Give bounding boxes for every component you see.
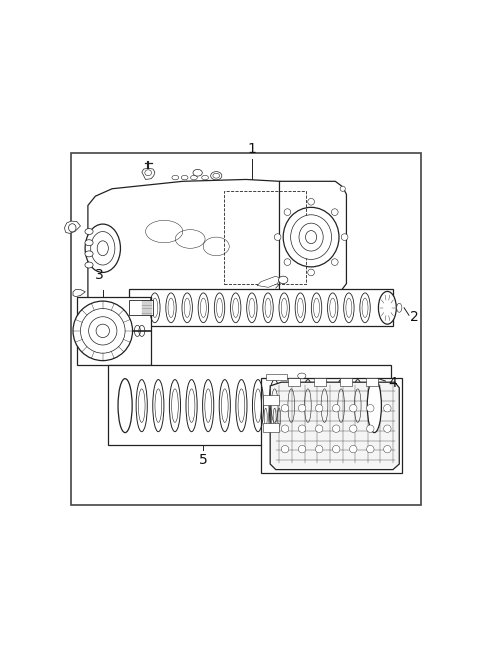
Circle shape <box>349 445 357 453</box>
Circle shape <box>333 425 340 432</box>
Circle shape <box>349 425 357 432</box>
Bar <box>340 378 352 386</box>
Polygon shape <box>88 179 313 300</box>
Bar <box>108 365 391 445</box>
Ellipse shape <box>145 170 152 176</box>
Ellipse shape <box>85 229 93 235</box>
Circle shape <box>81 309 125 353</box>
Circle shape <box>299 404 306 412</box>
Circle shape <box>384 425 391 432</box>
Polygon shape <box>129 300 153 315</box>
Circle shape <box>349 404 357 412</box>
Ellipse shape <box>97 241 108 255</box>
Text: 3: 3 <box>95 268 103 281</box>
Ellipse shape <box>211 172 222 180</box>
Ellipse shape <box>378 291 396 324</box>
Circle shape <box>89 317 117 345</box>
Circle shape <box>367 425 374 432</box>
Ellipse shape <box>172 176 179 180</box>
Bar <box>263 395 279 404</box>
Ellipse shape <box>181 176 188 180</box>
Ellipse shape <box>85 224 120 272</box>
Polygon shape <box>73 289 85 296</box>
Ellipse shape <box>298 373 306 379</box>
Ellipse shape <box>283 207 339 267</box>
Circle shape <box>308 198 314 205</box>
Ellipse shape <box>367 379 382 433</box>
Circle shape <box>281 425 289 432</box>
Ellipse shape <box>118 379 132 433</box>
Circle shape <box>315 445 323 453</box>
Circle shape <box>331 259 338 265</box>
Ellipse shape <box>85 262 93 268</box>
Ellipse shape <box>396 304 402 312</box>
Text: 2: 2 <box>410 310 419 324</box>
Circle shape <box>281 404 289 412</box>
Polygon shape <box>279 181 347 294</box>
Ellipse shape <box>306 231 317 244</box>
Ellipse shape <box>85 251 93 257</box>
Bar <box>261 378 402 473</box>
Circle shape <box>333 404 340 412</box>
Text: 5: 5 <box>199 453 207 467</box>
Polygon shape <box>270 382 399 469</box>
Circle shape <box>284 259 291 265</box>
Circle shape <box>367 445 374 453</box>
Ellipse shape <box>278 276 288 283</box>
Circle shape <box>96 324 109 337</box>
Bar <box>129 289 393 326</box>
Ellipse shape <box>299 223 323 251</box>
Ellipse shape <box>91 231 115 265</box>
Circle shape <box>384 404 391 412</box>
Polygon shape <box>64 221 81 233</box>
Ellipse shape <box>213 174 219 178</box>
Circle shape <box>340 186 345 191</box>
Bar <box>266 374 287 380</box>
Ellipse shape <box>69 224 76 232</box>
Ellipse shape <box>291 214 332 259</box>
Bar <box>288 378 300 386</box>
Polygon shape <box>142 168 155 179</box>
Polygon shape <box>257 276 279 287</box>
Ellipse shape <box>193 170 202 176</box>
Ellipse shape <box>85 240 93 246</box>
Circle shape <box>341 234 348 240</box>
Circle shape <box>281 445 289 453</box>
Ellipse shape <box>202 176 208 180</box>
Text: 4: 4 <box>388 376 397 390</box>
Bar <box>263 423 279 432</box>
Bar <box>366 378 378 386</box>
Bar <box>77 296 151 365</box>
Circle shape <box>331 209 338 215</box>
Ellipse shape <box>191 176 197 180</box>
Circle shape <box>73 301 132 361</box>
Circle shape <box>367 404 374 412</box>
Circle shape <box>315 404 323 412</box>
Text: 1: 1 <box>247 142 256 157</box>
Bar <box>224 190 306 283</box>
Circle shape <box>299 425 306 432</box>
Circle shape <box>308 269 314 276</box>
Circle shape <box>299 445 306 453</box>
Circle shape <box>274 234 281 240</box>
Bar <box>314 378 326 386</box>
Circle shape <box>333 445 340 453</box>
Circle shape <box>315 425 323 432</box>
Circle shape <box>384 445 391 453</box>
Circle shape <box>284 209 291 215</box>
